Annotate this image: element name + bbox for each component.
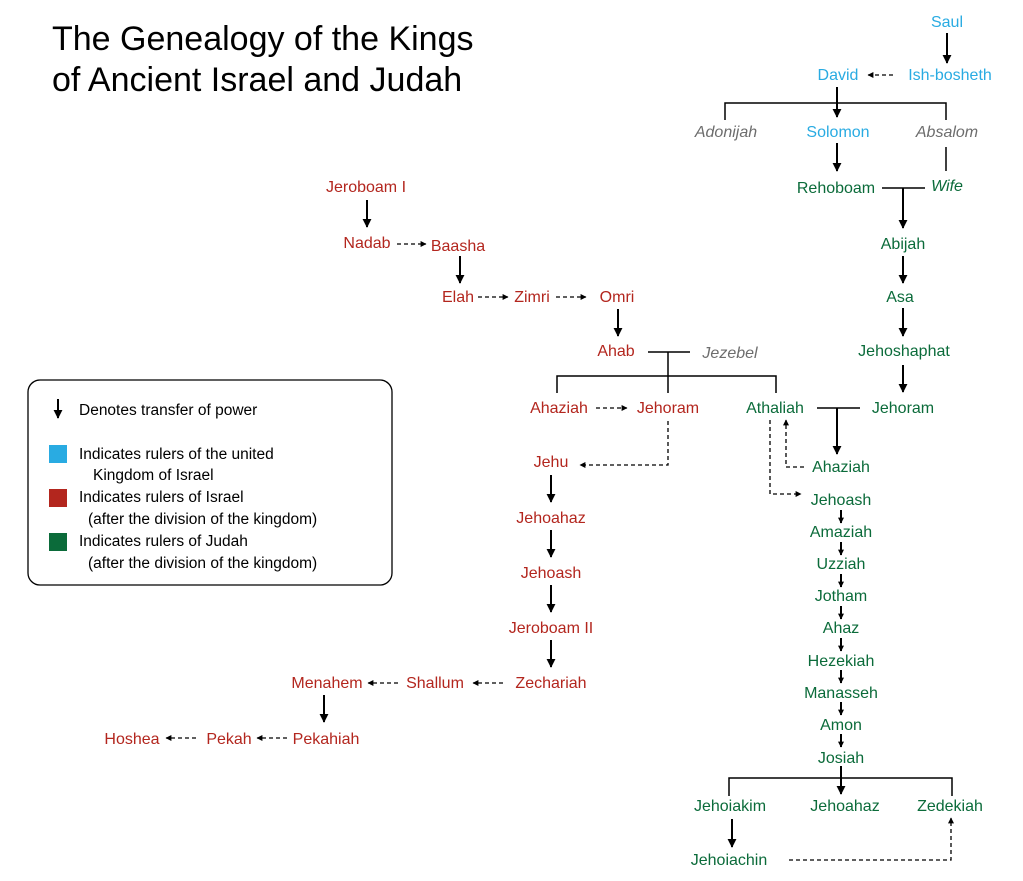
- ruler-jeroboam2: Jeroboam II: [509, 620, 593, 637]
- ruler-jehoash-j: Jehoash: [811, 492, 872, 509]
- legend: Denotes transfer of power Indicates rule…: [27, 379, 393, 586]
- ruler-wife: Wife: [931, 178, 963, 195]
- ruler-jotham: Jotham: [815, 588, 867, 605]
- ruler-jehoram-i: Jehoram: [637, 400, 699, 417]
- ruler-jehoram-j: Jehoram: [872, 400, 934, 417]
- ruler-jehoash-i: Jehoash: [521, 565, 582, 582]
- ruler-ahaziah-j: Ahaziah: [812, 459, 870, 476]
- ruler-rehoboam: Rehoboam: [797, 180, 875, 197]
- legend-israel-label: Indicates rulers of Israel: [79, 489, 244, 506]
- legend-united-label: Indicates rulers of the united: [79, 446, 274, 463]
- connectors: [165, 33, 954, 861]
- ruler-omri: Omri: [600, 289, 635, 306]
- ruler-manasseh: Manasseh: [804, 685, 878, 702]
- ruler-david: David: [818, 67, 859, 84]
- ruler-asa: Asa: [886, 289, 914, 306]
- ruler-amaziah: Amaziah: [810, 524, 872, 541]
- ruler-hoshea: Hoshea: [104, 731, 159, 748]
- page-title: The Genealogy of the Kings of Ancient Is…: [52, 20, 474, 99]
- ruler-adonijah: Adonijah: [694, 124, 757, 141]
- ruler-uzziah: Uzziah: [817, 556, 866, 573]
- ruler-jezebel: Jezebel: [701, 345, 758, 362]
- ruler-zimri: Zimri: [514, 289, 550, 306]
- ruler-josiah: Josiah: [818, 750, 864, 767]
- legend-judah-swatch: [49, 533, 67, 551]
- legend-box: [27, 379, 393, 586]
- ruler-shallum: Shallum: [406, 675, 464, 692]
- ruler-ahab: Ahab: [597, 343, 634, 360]
- ruler-nadab: Nadab: [343, 235, 390, 252]
- ruler-solomon: Solomon: [806, 124, 869, 141]
- title-line-2: of Ancient Israel and Judah: [52, 61, 462, 99]
- ruler-absalom: Absalom: [915, 124, 978, 141]
- legend-judah-label-2: (after the division of the kingdom): [88, 555, 317, 572]
- ruler-jehoiachin: Jehoiachin: [691, 852, 768, 869]
- ruler-elah: Elah: [442, 289, 474, 306]
- title-line-1: The Genealogy of the Kings: [52, 20, 474, 58]
- dashed-arrow-jehoiachin-to-zedekiah: [789, 817, 954, 861]
- ruler-zedekiah: Zedekiah: [917, 798, 983, 815]
- legend-israel-label-2: (after the division of the kingdom): [88, 511, 317, 528]
- ahab-children-bracket: [556, 375, 777, 393]
- dashed-arrow-jehoram-to-jehu: [579, 421, 669, 468]
- ruler-zechariah: Zechariah: [515, 675, 586, 692]
- ruler-pekahiah: Pekahiah: [293, 731, 360, 748]
- ruler-hezekiah: Hezekiah: [808, 653, 875, 670]
- ruler-pekah: Pekah: [206, 731, 251, 748]
- ruler-jehoiakim: Jehoiakim: [694, 798, 766, 815]
- ruler-jeroboam1: Jeroboam I: [326, 179, 406, 196]
- ruler-ahaz: Ahaz: [823, 620, 859, 637]
- ruler-jehoshaphat: Jehoshaphat: [858, 343, 950, 360]
- legend-arrow-label: Denotes transfer of power: [79, 402, 257, 419]
- ruler-menahem: Menahem: [291, 675, 362, 692]
- ruler-abijah: Abijah: [881, 236, 925, 253]
- legend-united-swatch: [49, 445, 67, 463]
- ruler-amon: Amon: [820, 717, 862, 734]
- ruler-names: Saul David Ish-bosheth Adonijah Solomon Absal…: [104, 14, 991, 869]
- legend-united-label-2: Kingdom of Israel: [93, 467, 214, 484]
- ruler-ishbosheth: Ish-bosheth: [908, 67, 992, 84]
- david-children-bracket: [724, 102, 947, 120]
- legend-israel-swatch: [49, 489, 67, 507]
- ruler-baasha: Baasha: [431, 238, 485, 255]
- dashed-arrow-athaliah-to-jehoash: [769, 420, 802, 497]
- legend-judah-label: Indicates rulers of Judah: [79, 533, 248, 550]
- ruler-ahaziah-i: Ahaziah: [530, 400, 588, 417]
- dashed-arrow-ahaziah-to-athaliah: [783, 419, 804, 468]
- ruler-athaliah: Athaliah: [746, 400, 804, 417]
- ruler-jehu: Jehu: [534, 454, 569, 471]
- ruler-jehoahaz-i: Jehoahaz: [516, 510, 585, 527]
- ruler-saul: Saul: [931, 14, 963, 31]
- ruler-jehoahaz-j: Jehoahaz: [810, 798, 879, 815]
